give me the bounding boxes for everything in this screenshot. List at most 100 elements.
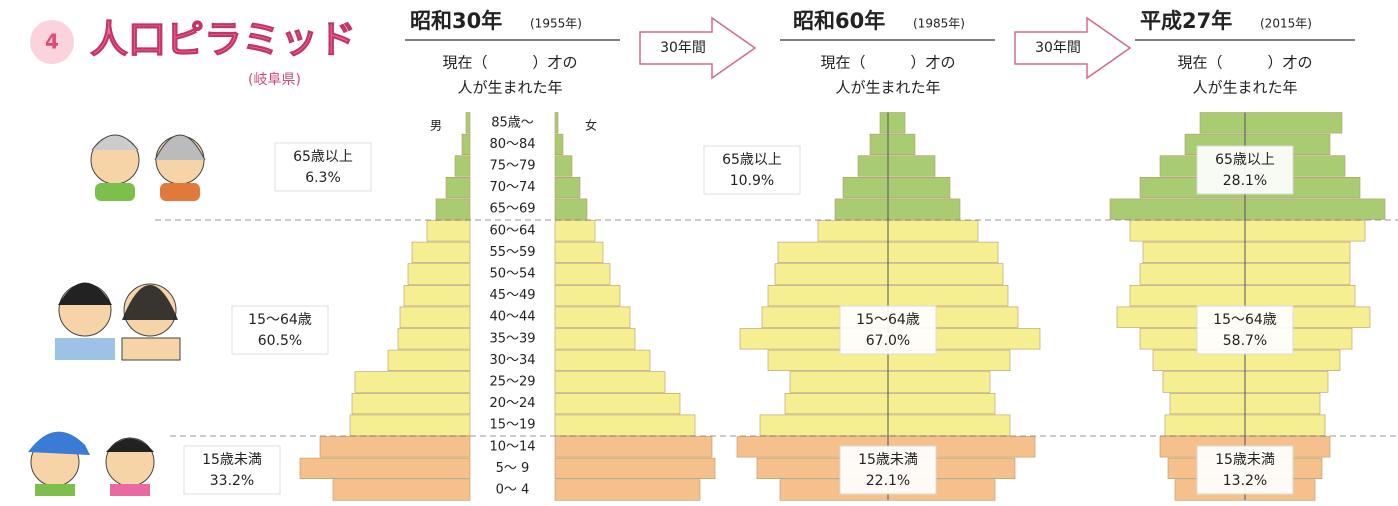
group-name: 15歳未満 [202, 452, 262, 468]
bar-female [554, 220, 596, 242]
bar-female [554, 155, 573, 177]
group-name: 15～64歳 [856, 312, 920, 328]
age-label: 65～69 [489, 202, 535, 217]
age-label: 75～79 [489, 159, 535, 174]
age-label: 35～39 [489, 331, 535, 346]
group-name: 15歳未満 [858, 452, 918, 468]
question-text: 現在（ ）才の [1177, 54, 1312, 72]
age-label: 50～54 [489, 267, 535, 282]
bar-male [461, 133, 471, 156]
bar-female [1244, 241, 1351, 264]
question-text: 人が生まれた年 [457, 79, 562, 97]
chart-title: 昭和30年 [410, 9, 502, 33]
bar-male [1129, 220, 1246, 242]
bar-male [387, 349, 471, 372]
bar-male [1142, 241, 1246, 264]
group-name: 65歳以上 [293, 149, 353, 165]
bar-female [1244, 371, 1329, 393]
bar-female [887, 371, 991, 393]
group-name: 15～64歳 [1213, 312, 1277, 328]
bar-male [349, 414, 471, 436]
group-share: 33.2% [210, 473, 254, 489]
age-label: 85歳～ [491, 115, 534, 130]
bar-male [426, 220, 471, 242]
age-label: 30～34 [489, 353, 535, 368]
bar-male [759, 414, 889, 436]
group-share: 67.0% [866, 333, 910, 349]
bar-female [554, 112, 559, 134]
bar-female [887, 155, 936, 177]
bar-male [784, 392, 889, 415]
group-name: 65歳以上 [722, 152, 782, 168]
bar-male [445, 177, 471, 199]
age-label: 5～ 9 [496, 461, 530, 476]
bar-male [767, 284, 889, 307]
bar-male [1129, 284, 1246, 307]
bar-female [887, 414, 1011, 436]
bar-male [777, 241, 889, 264]
bar-male [332, 479, 471, 501]
group-box [231, 305, 329, 355]
bar-male [319, 436, 471, 458]
bar-female [554, 284, 621, 307]
bar-male [407, 263, 471, 285]
group-share: 13.2% [1223, 473, 1267, 489]
bar-female [554, 306, 631, 328]
arrow: 30年間 [639, 16, 757, 80]
group-box [1196, 445, 1294, 495]
arrow-label: 30年間 [660, 40, 706, 56]
age-label: 70～74 [489, 180, 535, 195]
bar-male [454, 155, 471, 177]
bar-female [1244, 392, 1321, 415]
bar-female [887, 263, 1004, 285]
bar-male [1169, 392, 1246, 415]
group-share: 28.1% [1223, 173, 1267, 189]
bar-male [1164, 414, 1246, 436]
bar-female [554, 457, 716, 480]
bar-female [1244, 198, 1386, 220]
group-share: 22.1% [866, 473, 910, 489]
chart-title: 平成27年 [1140, 9, 1232, 33]
bar-male [354, 371, 471, 393]
group-box [839, 445, 937, 495]
chart-subtitle: (1985年) [913, 17, 965, 31]
bar-male [1109, 198, 1246, 220]
arrow: 30年間 [1014, 16, 1132, 80]
bar-male [879, 112, 889, 134]
arrow-label: 30年間 [1035, 40, 1081, 56]
bar-female [554, 479, 701, 501]
group-box [1196, 305, 1294, 355]
bar-male [299, 457, 471, 480]
bar-female [554, 349, 651, 372]
bar-female [887, 133, 916, 156]
bar-female [554, 414, 696, 436]
bar-female [554, 133, 564, 156]
question-text: 現在（ ）才の [442, 54, 577, 72]
question-text: 人が生まれた年 [835, 79, 940, 97]
icon-children [28, 431, 155, 496]
bar-male [1199, 112, 1246, 134]
bar-male [411, 241, 471, 264]
bar-female [1244, 220, 1366, 242]
age-label: 15～19 [489, 418, 535, 433]
age-label: 40～44 [489, 310, 535, 325]
age-label: 10～14 [489, 439, 535, 454]
age-label: 0～ 4 [496, 483, 530, 498]
bar-female [1244, 112, 1343, 134]
bar-male [351, 392, 471, 415]
bar-female [554, 436, 713, 458]
icon-adults [55, 282, 181, 361]
age-label: 45～49 [489, 288, 535, 303]
age-label: 20～24 [489, 396, 535, 411]
group-share: 6.3% [305, 170, 341, 186]
header-title: 人口ピラミッド [90, 18, 356, 62]
group-box [839, 305, 937, 355]
age-label: 25～29 [489, 375, 535, 390]
legend-female: 女 [585, 117, 597, 132]
bar-male [465, 112, 471, 134]
bar-female [554, 371, 666, 393]
group-name: 15～64歳 [248, 312, 312, 328]
group-box [703, 145, 801, 195]
group-share: 58.7% [1223, 333, 1267, 349]
